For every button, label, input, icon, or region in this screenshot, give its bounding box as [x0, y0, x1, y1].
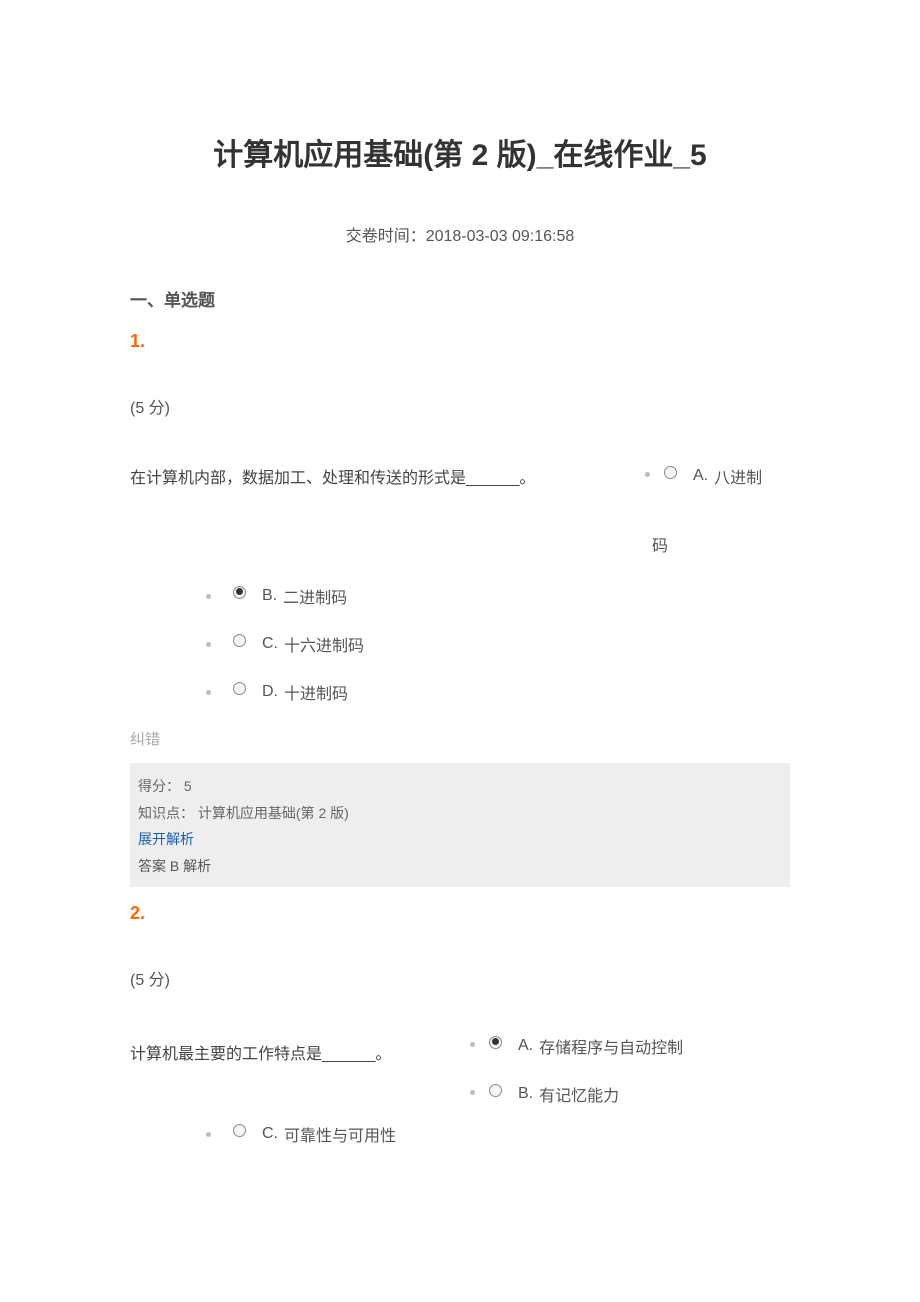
- answer-metabox: 得分： 5 知识点： 计算机应用基础(第 2 版) 展开解析 答案 B 解析: [130, 763, 790, 887]
- radio-icon[interactable]: [664, 466, 677, 479]
- option-text: 十六进制码: [284, 632, 364, 656]
- correction-link[interactable]: 纠错: [130, 728, 790, 749]
- option-a[interactable]: A. 存储程序与自动控制: [470, 1034, 790, 1058]
- option-b[interactable]: B. 有记忆能力: [470, 1082, 790, 1106]
- option-a[interactable]: A. 八进制: [645, 464, 790, 488]
- option-label: C.: [262, 1125, 278, 1143]
- section-heading: 一、单选题: [130, 286, 790, 311]
- option-c[interactable]: C. 可靠性与可用性: [206, 1122, 790, 1146]
- option-label: A.: [518, 1037, 533, 1055]
- option-d[interactable]: D. 十进制码: [206, 680, 790, 704]
- option-label: C.: [262, 635, 278, 653]
- knowledge-point: 知识点： 计算机应用基础(第 2 版): [138, 800, 782, 827]
- question-stem: 计算机最主要的工作特点是______。: [130, 1046, 391, 1063]
- option-text: 可靠性与可用性: [284, 1122, 396, 1146]
- radio-icon[interactable]: [233, 634, 246, 647]
- bullet-icon: [206, 642, 211, 647]
- radio-icon[interactable]: [233, 682, 246, 695]
- question-stem: 在计算机内部，数据加工、处理和传送的形式是______。: [130, 470, 535, 487]
- bullet-icon: [470, 1042, 475, 1047]
- question-1: 1. (5 分) 在计算机内部，数据加工、处理和传送的形式是______。 A.…: [130, 331, 790, 887]
- option-b[interactable]: B. 二进制码: [206, 584, 790, 608]
- radio-icon[interactable]: [233, 586, 246, 599]
- answer-line: 答案 B 解析: [138, 853, 782, 880]
- option-text: 存储程序与自动控制: [539, 1034, 683, 1058]
- submit-time: 交卷时间：2018-03-03 09:16:58: [130, 222, 790, 246]
- option-text: 十进制码: [284, 680, 348, 704]
- option-c[interactable]: C. 十六进制码: [206, 632, 790, 656]
- question-2: 2. (5 分) 计算机最主要的工作特点是______。 A. 存储程序与自动控…: [130, 903, 790, 1146]
- question-points: (5 分): [130, 394, 790, 418]
- option-a-continuation: 码: [130, 506, 790, 574]
- bullet-icon: [206, 690, 211, 695]
- options-list: C. 可靠性与可用性: [130, 1122, 790, 1146]
- option-text: 二进制码: [283, 584, 347, 608]
- radio-icon[interactable]: [489, 1036, 502, 1049]
- options-list: B. 二进制码 C. 十六进制码 D. 十进制码: [130, 584, 790, 704]
- question-number: 1.: [130, 331, 790, 352]
- option-label: B.: [262, 587, 277, 605]
- bullet-icon: [470, 1090, 475, 1095]
- bullet-icon: [206, 1132, 211, 1137]
- option-label: B.: [518, 1085, 533, 1103]
- option-label: D.: [262, 683, 278, 701]
- quiz-page: 计算机应用基础(第 2 版)_在线作业_5 交卷时间：2018-03-03 09…: [0, 0, 920, 1206]
- option-text: 八进制: [714, 464, 762, 488]
- question-number: 2.: [130, 903, 790, 924]
- radio-icon[interactable]: [489, 1084, 502, 1097]
- bullet-icon: [206, 594, 211, 599]
- question-points: (5 分): [130, 966, 790, 990]
- option-label: A.: [693, 467, 708, 485]
- score-line: 得分： 5: [138, 773, 782, 800]
- page-title: 计算机应用基础(第 2 版)_在线作业_5: [130, 130, 790, 174]
- option-text: 有记忆能力: [539, 1082, 619, 1106]
- radio-icon[interactable]: [233, 1124, 246, 1137]
- expand-analysis-link[interactable]: 展开解析: [138, 826, 782, 853]
- bullet-icon: [645, 472, 650, 477]
